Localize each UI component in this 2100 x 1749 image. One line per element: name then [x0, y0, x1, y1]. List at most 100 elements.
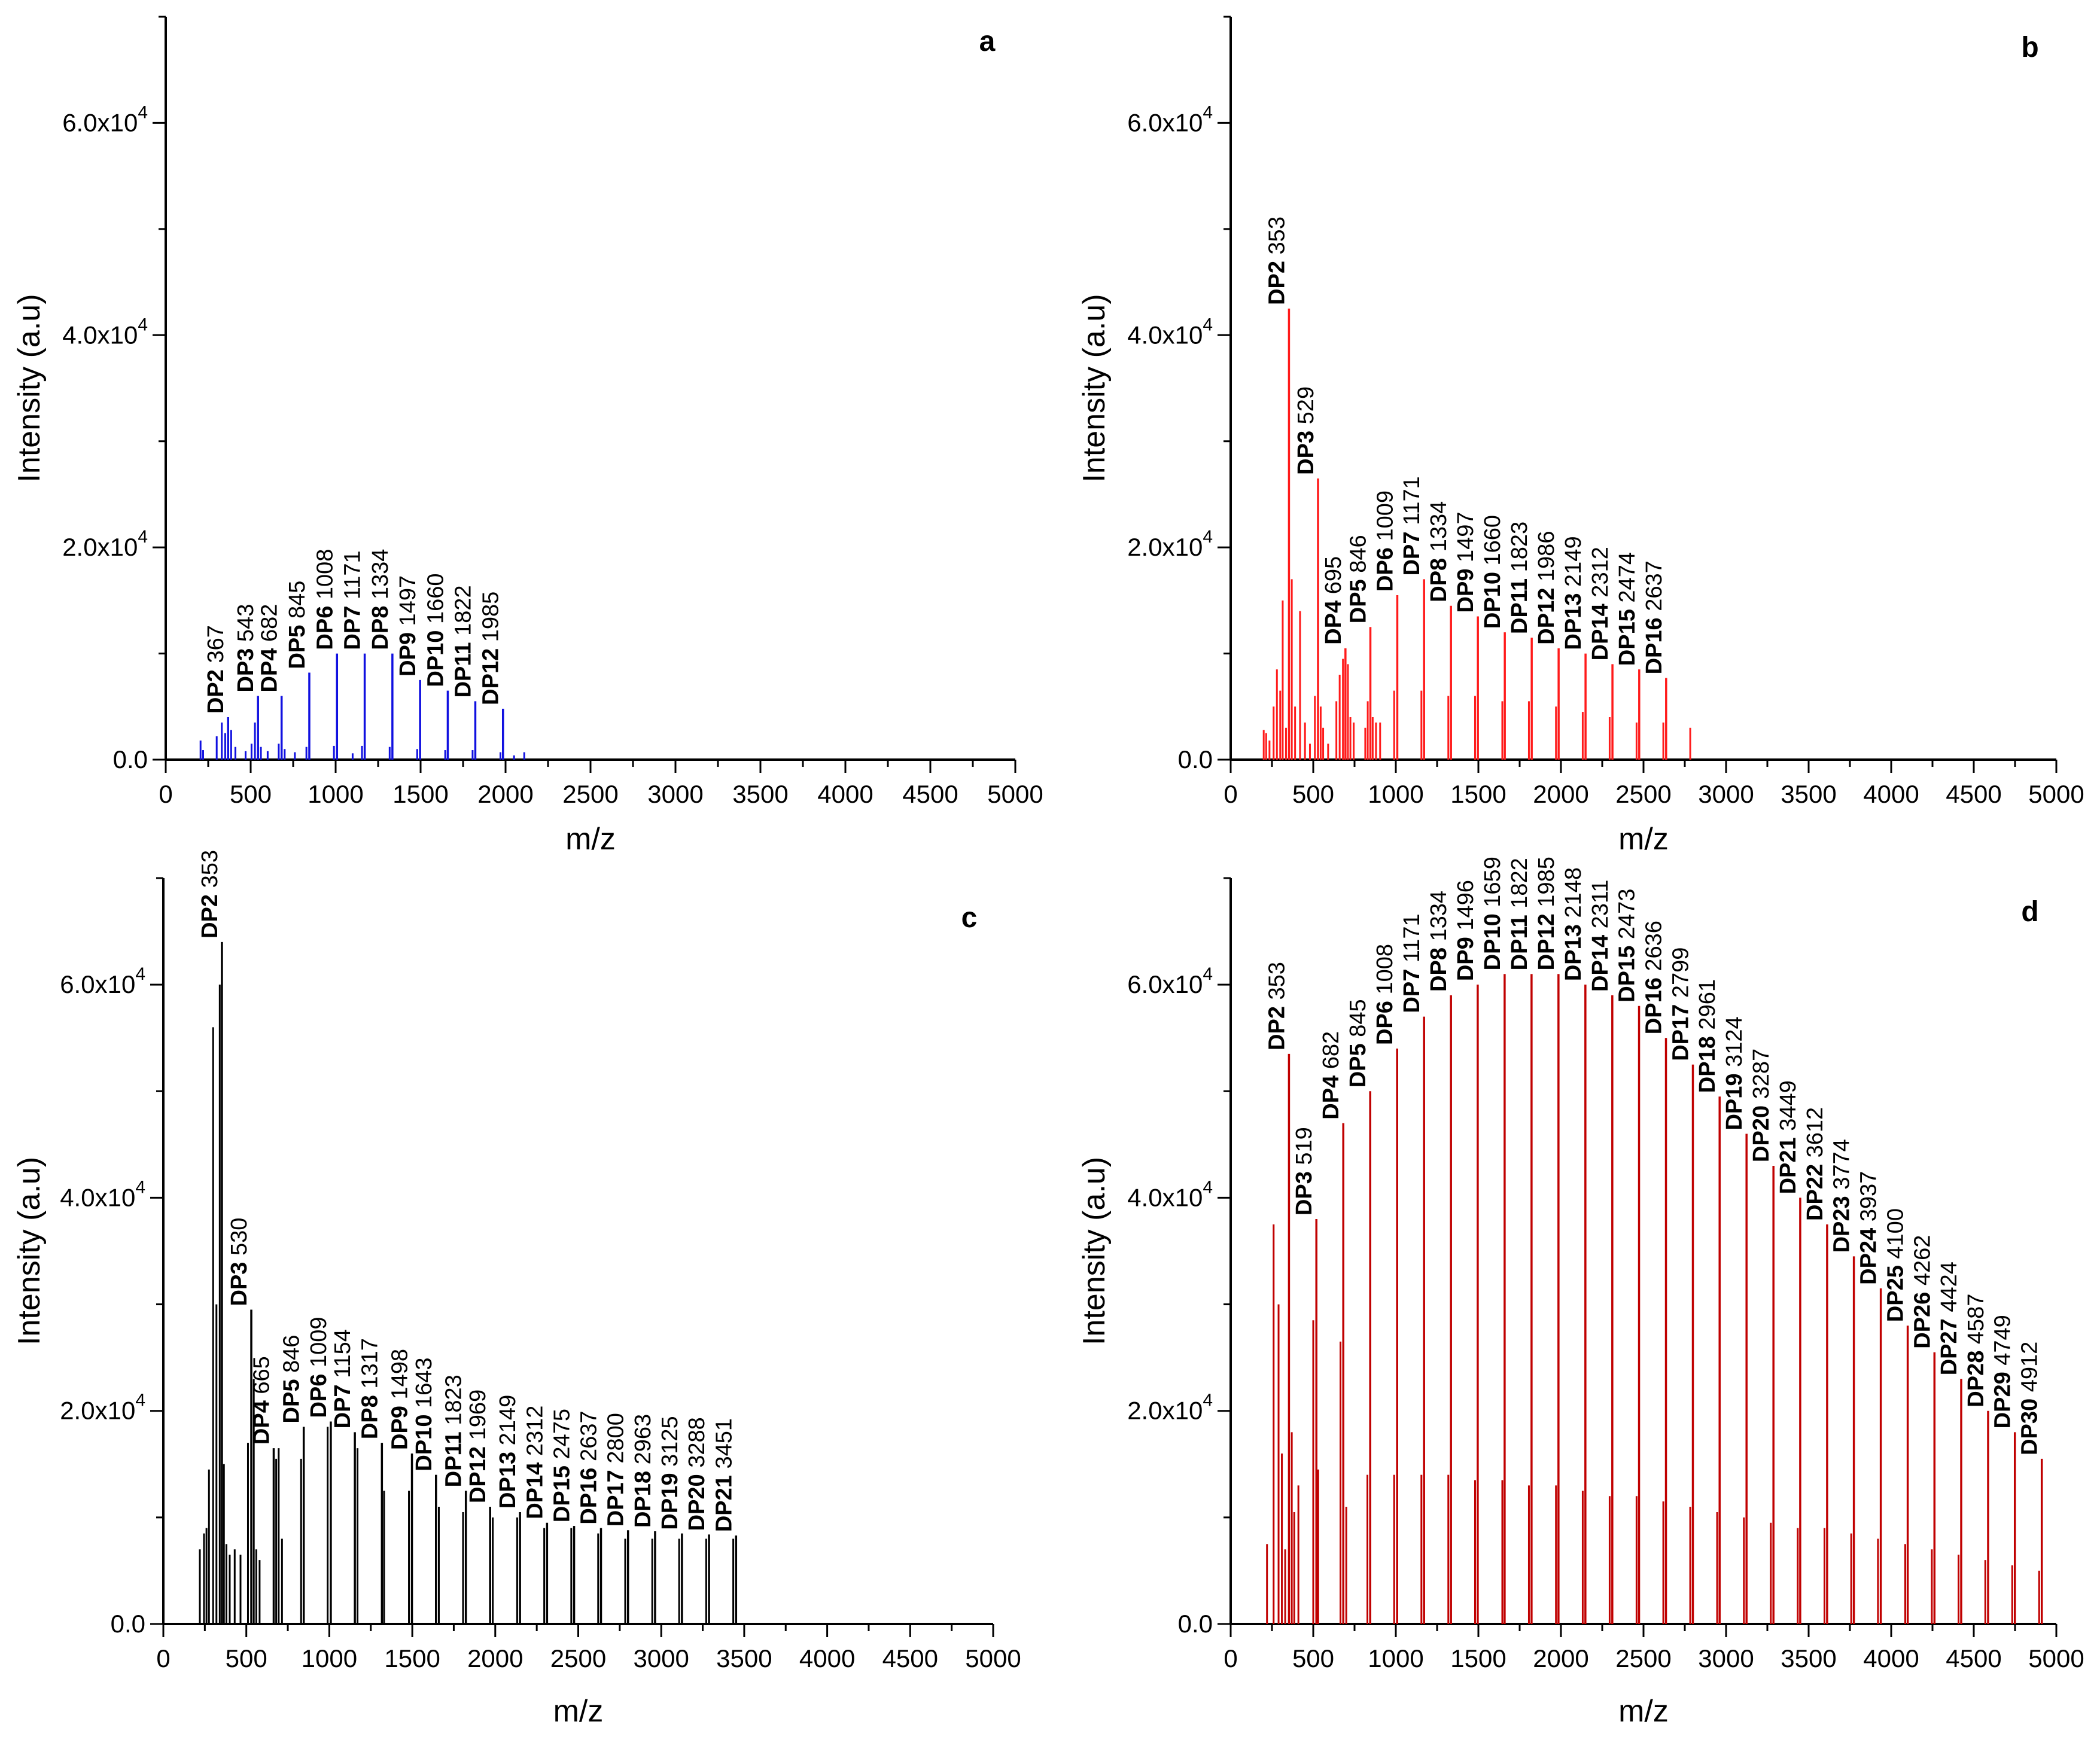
peak-label: DP10 1660 — [423, 573, 448, 687]
peak-label-mz: 846 — [279, 1335, 305, 1373]
peak-label-dp: DP28 — [1964, 1351, 1989, 1407]
peak-label-dp: DP2 — [197, 894, 223, 939]
peak-label-dp: DP9 — [1453, 569, 1478, 613]
y-tick-exponent: 4 — [135, 1177, 145, 1197]
peak-label-dp: DP20 — [684, 1474, 710, 1531]
x-tick-label: 0 — [1224, 780, 1237, 808]
x-tick-label: 1500 — [1450, 1644, 1506, 1672]
peak-label: DP13 2148 — [1561, 867, 1586, 981]
y-tick-exponent: 4 — [135, 964, 145, 984]
peak-label: DP9 1496 — [1453, 880, 1478, 981]
x-tick-label: 2000 — [477, 780, 533, 808]
peak-label: DP17 2799 — [1669, 947, 1694, 1061]
peak-label-dp: DP4 — [257, 648, 282, 693]
peak-label: DP12 1985 — [1534, 857, 1559, 970]
peak-label: DP11 1823 — [442, 1375, 467, 1487]
peak-label-mz: 1823 — [1507, 522, 1532, 572]
peak-label-dp: DP10 — [1480, 913, 1505, 970]
peak-label-space — [1507, 572, 1532, 578]
peak-label-dp: DP2 — [1264, 261, 1289, 305]
peak-label: DP7 1171 — [1399, 476, 1425, 575]
peak-label: DP7 1171 — [1399, 913, 1425, 1013]
peak-label: DP10 1659 — [1480, 857, 1505, 970]
peak-label-space — [1319, 1069, 1344, 1075]
peak-label-space — [1991, 1366, 2016, 1372]
panel-letter: d — [2021, 896, 2038, 928]
peak-label-space — [1264, 1000, 1289, 1006]
peak-label-dp: DP5 — [1346, 1043, 1371, 1087]
peak-label: DP11 1822 — [1507, 858, 1532, 970]
peak-label-dp: DP2 — [1264, 1006, 1289, 1050]
y-tick-label: 6.0x104 — [62, 102, 148, 136]
peak-label-space — [233, 642, 258, 648]
peak-label-dp: DP11 — [442, 1431, 467, 1487]
y-tick-label: 4.0x104 — [60, 1177, 145, 1211]
y-tick-label: 2.0x104 — [60, 1391, 145, 1425]
peak-label: DP24 3937 — [1856, 1171, 1882, 1285]
peak-label-space — [1426, 941, 1451, 947]
peak-label-mz: 695 — [1321, 556, 1346, 594]
y-tick-mantissa: 4.0x10 — [62, 321, 138, 349]
x-tick-label: 3000 — [1698, 780, 1754, 808]
y-axis-title: Intensity (a.u) — [1077, 1157, 1112, 1345]
y-tick-mantissa: 6.0x10 — [1127, 970, 1203, 998]
x-axis-title: m/z — [553, 1694, 604, 1729]
peak-label: DP5 845 — [285, 581, 310, 669]
x-tick-label: 1500 — [1450, 780, 1506, 808]
peak-label-mz: 2799 — [1669, 947, 1694, 998]
x-tick-label: 3500 — [1781, 780, 1836, 808]
peak-label-dp: DP30 — [2017, 1398, 2043, 1455]
peak-label-space — [227, 1256, 252, 1262]
peak-label-space — [631, 1464, 656, 1471]
peak-label-dp: DP16 — [1642, 617, 1667, 674]
peak-label: DP2 353 — [1264, 217, 1289, 305]
peak-label: DP8 1334 — [1426, 891, 1451, 992]
panel-letter: b — [2021, 32, 2038, 63]
peak-label-mz: 4587 — [1964, 1294, 1989, 1345]
peak-label-dp: DP12 — [1534, 588, 1559, 645]
peak-label-dp: DP16 — [577, 1468, 602, 1525]
y-tick-mantissa: 0.0 — [1178, 745, 1213, 773]
y-tick-label: 0.0 — [113, 745, 148, 773]
peak-label: DP6 1008 — [312, 549, 337, 650]
peak-label-space — [1749, 1099, 1774, 1105]
peak-label: DP2 367 — [203, 625, 229, 714]
peak-label-space — [1372, 541, 1398, 548]
peak-label-mz: 367 — [203, 625, 229, 663]
peak-label-space — [285, 618, 310, 625]
y-tick-mantissa: 4.0x10 — [1127, 321, 1203, 349]
peak-label-dp: DP27 — [1937, 1318, 1962, 1375]
peak-label-mz: 1008 — [1372, 944, 1398, 995]
peak-label-space — [1561, 918, 1586, 925]
peak-label-mz: 1171 — [1399, 913, 1425, 962]
peak-label: DP19 3125 — [658, 1416, 683, 1529]
y-tick-label: 0.0 — [1178, 1610, 1213, 1638]
x-tick-label: 2500 — [1615, 780, 1671, 808]
peak-label: DP18 2963 — [631, 1414, 656, 1528]
y-tick-label: 0.0 — [111, 1610, 145, 1638]
peak-label-mz: 4749 — [1991, 1315, 2016, 1366]
peak-label-space — [1426, 551, 1451, 558]
peak-label: DP17 2800 — [604, 1413, 629, 1526]
peak-label-space — [1642, 971, 1667, 978]
peak-label: DP15 2474 — [1615, 552, 1640, 666]
peak-label-dp: DP26 — [1910, 1292, 1935, 1349]
x-tick-label: 1000 — [308, 780, 363, 808]
x-tick-label: 4000 — [1863, 780, 1919, 808]
panel-letter: c — [961, 902, 978, 934]
peak-label-space — [1910, 1285, 1935, 1292]
peak-label: DP27 4424 — [1937, 1262, 1962, 1375]
peak-label-dp: DP20 — [1749, 1105, 1774, 1162]
peak-label: DP6 1009 — [306, 1317, 331, 1418]
peak-label-space — [1453, 562, 1478, 569]
peak-label: DP13 2149 — [495, 1395, 521, 1509]
panel-letter: a — [979, 26, 996, 57]
peak-label-space — [368, 599, 393, 606]
y-tick-label: 4.0x104 — [1127, 1177, 1213, 1211]
peak-label-space — [1964, 1344, 1989, 1351]
y-tick-exponent: 4 — [135, 1391, 145, 1410]
peak-label: DP12 1969 — [465, 1390, 491, 1503]
x-tick-label: 3500 — [1781, 1644, 1836, 1672]
x-tick-label: 2000 — [1533, 1644, 1588, 1672]
peak-label-dp: DP11 — [1507, 578, 1532, 634]
